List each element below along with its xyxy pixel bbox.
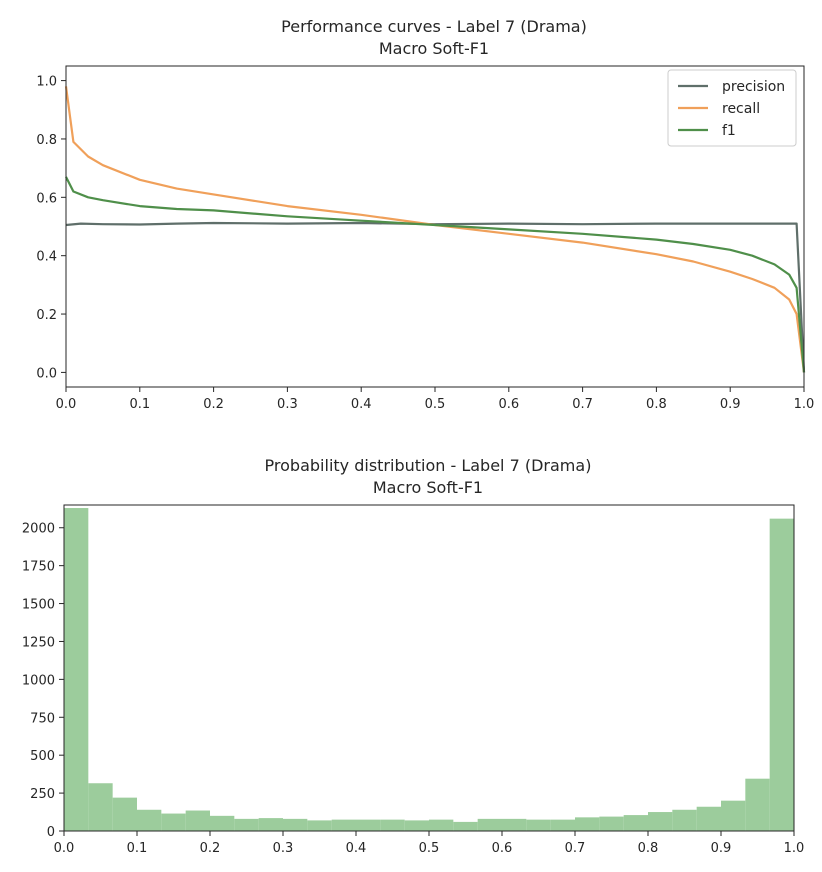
legend-label-recall: recall bbox=[722, 101, 760, 117]
x-tick-label: 0.0 bbox=[56, 397, 77, 412]
probability-distribution-chart: Probability distribution - Label 7 (Dram… bbox=[22, 456, 804, 856]
x-tick-label: 0.9 bbox=[711, 841, 732, 856]
histogram-bar bbox=[112, 797, 137, 831]
histogram-bar bbox=[331, 819, 356, 831]
x-tick-label: 0.3 bbox=[277, 397, 298, 412]
x-tick-label: 0.1 bbox=[127, 841, 148, 856]
histogram-bar bbox=[88, 783, 113, 831]
x-tick-label: 0.7 bbox=[565, 841, 586, 856]
plot-frame bbox=[63, 504, 795, 832]
histogram-bar bbox=[672, 809, 697, 831]
y-tick-label: 1500 bbox=[22, 598, 55, 613]
x-tick-label: 0.6 bbox=[498, 397, 519, 412]
histogram-bar bbox=[210, 815, 235, 831]
histogram-bar bbox=[696, 806, 721, 831]
x-tick-label: 0.5 bbox=[419, 841, 440, 856]
histogram-bar bbox=[745, 778, 770, 831]
y-tick-label: 1750 bbox=[22, 560, 55, 575]
y-tick-label: 750 bbox=[30, 711, 55, 726]
x-tick-label: 1.0 bbox=[794, 397, 815, 412]
histogram-bar bbox=[453, 821, 478, 831]
histogram-bar bbox=[502, 818, 527, 831]
histogram-bar bbox=[380, 819, 405, 831]
legend-box bbox=[667, 69, 797, 147]
y-tick-label: 0.8 bbox=[36, 133, 57, 148]
histogram-bar bbox=[550, 819, 575, 831]
histogram-bar bbox=[64, 508, 89, 831]
y-tick-label: 2000 bbox=[22, 522, 55, 537]
x-tick-label: 0.3 bbox=[273, 841, 294, 856]
histogram-bar bbox=[648, 812, 673, 831]
histogram-bar bbox=[307, 820, 332, 831]
legend: precision recall f1 bbox=[667, 69, 797, 147]
histogram-bar bbox=[283, 818, 308, 831]
histogram-bar bbox=[769, 518, 794, 831]
histogram-bar bbox=[623, 815, 648, 831]
x-tick-label: 0.2 bbox=[200, 841, 221, 856]
x-tick-label: 0.9 bbox=[720, 397, 741, 412]
series-line-f1 bbox=[65, 176, 806, 373]
performance-curves-chart: Performance curves - Label 7 (Drama) Mac… bbox=[36, 17, 814, 412]
x-tick-label: 1.0 bbox=[784, 841, 805, 856]
histogram-bar bbox=[234, 818, 259, 831]
y-tick-label: 0.6 bbox=[36, 191, 57, 206]
y-tick-label: 0.2 bbox=[36, 308, 57, 323]
y-tick-label: 0 bbox=[47, 825, 55, 840]
x-tick-label: 0.7 bbox=[572, 397, 593, 412]
histogram-bar bbox=[161, 813, 186, 831]
chart-subtitle: Macro Soft-F1 bbox=[373, 478, 483, 497]
x-tick-label: 0.5 bbox=[425, 397, 446, 412]
series-line-recall bbox=[64, 86, 806, 373]
chart-subtitle: Macro Soft-F1 bbox=[379, 39, 489, 58]
x-tick-label: 0.8 bbox=[646, 397, 667, 412]
x-tick-label: 0.0 bbox=[54, 841, 75, 856]
histogram-bar bbox=[258, 818, 283, 831]
histogram-bar bbox=[185, 810, 210, 831]
chart-title: Performance curves - Label 7 (Drama) bbox=[281, 17, 587, 36]
y-tick-label: 1.0 bbox=[36, 75, 57, 90]
chart-title: Probability distribution - Label 7 (Dram… bbox=[265, 456, 592, 475]
y-tick-label: 0.0 bbox=[36, 366, 57, 381]
x-tick-label: 0.4 bbox=[351, 397, 372, 412]
x-tick-label: 0.1 bbox=[129, 397, 150, 412]
x-tick-label: 0.4 bbox=[346, 841, 367, 856]
histogram-bar bbox=[599, 816, 624, 831]
series-line-precision bbox=[65, 221, 806, 373]
histogram-bar bbox=[137, 809, 162, 831]
x-tick-label: 0.8 bbox=[638, 841, 659, 856]
histogram-bar bbox=[429, 819, 454, 831]
histogram-bar bbox=[404, 820, 429, 831]
y-tick-label: 500 bbox=[30, 749, 55, 764]
y-tick-label: 1250 bbox=[22, 635, 55, 650]
y-tick-label: 0.4 bbox=[36, 250, 57, 265]
histogram-bar bbox=[721, 800, 746, 831]
legend-label-f1: f1 bbox=[722, 123, 736, 139]
y-tick-label: 250 bbox=[30, 787, 55, 802]
histogram-bar bbox=[526, 819, 551, 831]
histogram-bar bbox=[356, 819, 381, 831]
x-tick-label: 0.6 bbox=[492, 841, 513, 856]
histogram-bar bbox=[477, 818, 502, 831]
y-tick-label: 1000 bbox=[22, 673, 55, 688]
legend-label-precision: precision bbox=[722, 79, 785, 95]
x-tick-label: 0.2 bbox=[203, 397, 224, 412]
histogram-bar bbox=[575, 817, 600, 831]
